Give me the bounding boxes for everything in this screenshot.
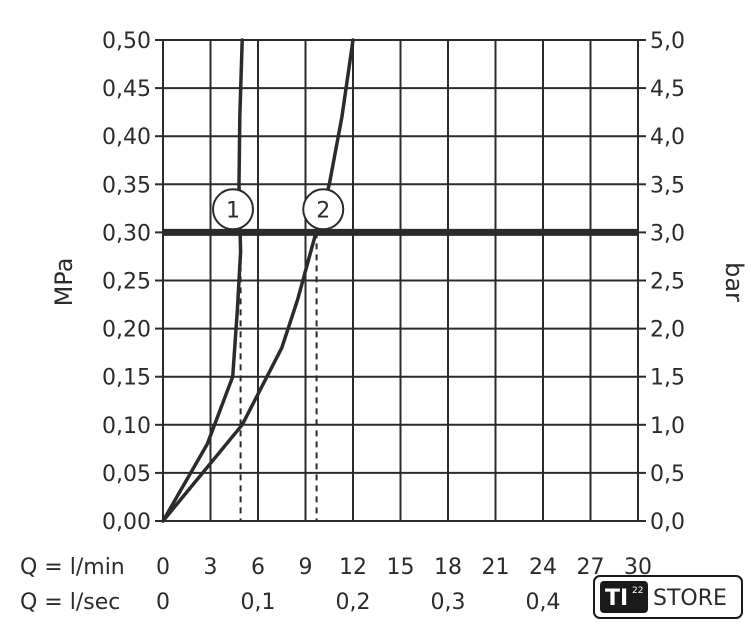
x-row1-tick-label: 24 [529, 555, 557, 580]
plot-border [162, 39, 639, 522]
series-badge-label-2: 2 [316, 198, 330, 223]
watermark-store-text: STORE [653, 586, 727, 611]
x-row1-tick-label: 9 [299, 555, 313, 580]
y-left-tick-label: 0,05 [102, 462, 151, 487]
series-line-2 [161, 38, 355, 523]
x-row2-tick-label: 0,2 [336, 590, 371, 615]
y-left-tick-label: 0,00 [102, 510, 151, 535]
x-row2-tick-label: 0 [156, 590, 170, 615]
plot-frame [162, 39, 639, 522]
y-right-tick-label: 4,0 [650, 125, 685, 150]
y-axis-left-title: MPa [50, 258, 78, 307]
x-row1-label: Q = l/min [20, 555, 125, 580]
y-left-tick-label: 0,20 [102, 318, 151, 343]
y-left-tick-label: 0,10 [102, 414, 151, 439]
x-row1-tick-label: 0 [156, 555, 170, 580]
y-left-tick-label: 0,15 [102, 366, 151, 391]
x-row2-label: Q = l/sec [20, 590, 120, 615]
series-badge-circle-1 [212, 188, 254, 231]
y-right-tick-label: 3,0 [650, 221, 685, 246]
y-right-tick-label: 2,0 [650, 318, 685, 343]
y-axis-right-title: bar [720, 262, 748, 302]
x-row1-tick-label: 21 [482, 555, 510, 580]
x-axis-row-lsec: 0 0,1 0,2 0,3 0,4 [156, 590, 561, 615]
x-row2-tick-label: 0,1 [241, 590, 276, 615]
series-curves [161, 38, 355, 523]
x-row1-tick-label: 15 [387, 555, 415, 580]
y-left-tick-label: 0,35 [102, 173, 151, 198]
series-badge-circle-2 [302, 188, 345, 231]
y-right-tick-label: 3,5 [650, 173, 685, 198]
y-left-tick-label: 0,50 [102, 29, 151, 54]
x-row1-tick-label: 18 [434, 555, 462, 580]
x-row2-tick-label: 0,4 [526, 590, 561, 615]
watermark-logo-sup: 22 [632, 586, 643, 596]
y-right-tick-label: 1,0 [650, 414, 685, 439]
y-left-tick-label: 0,40 [102, 125, 151, 150]
y-axis-right: 0,0 0,5 1,0 1,5 2,0 2,5 3,0 3,5 4,0 4,5 5,0 [650, 29, 685, 535]
x-row2-tick-label: 0,3 [431, 590, 466, 615]
y-axis-left: 0,00 0,05 0,10 0,15 0,20 0,25 0,30 0,35 0,40 0,45… [102, 29, 151, 535]
y-right-tick-label: 0,5 [650, 462, 685, 487]
y-left-tick-label: 0,30 [102, 221, 151, 246]
x-axis-row-lmin: 0 3 6 9 12 15 18 21 24 27 30 [156, 555, 652, 580]
y-right-tick-label: 0,0 [650, 510, 685, 535]
y-left-tick-label: 0,25 [102, 270, 151, 295]
y-right-tick-label: 2,5 [650, 270, 685, 295]
store-watermark: TI 22 STORE [593, 575, 743, 619]
x-row1-tick-label: 3 [204, 555, 218, 580]
watermark-logo-text: TI [605, 586, 628, 611]
series-line-1 [161, 38, 244, 523]
chart-grid [155, 39, 646, 522]
y-right-tick-label: 4,5 [650, 77, 685, 102]
x-row1-tick-label: 12 [339, 555, 367, 580]
y-right-tick-label: 1,5 [650, 366, 685, 391]
series-badge-label-1: 1 [226, 198, 240, 223]
y-right-tick-label: 5,0 [650, 29, 685, 54]
watermark-logo-box [600, 581, 648, 613]
y-left-tick-label: 0,45 [102, 77, 151, 102]
x-row1-tick-label: 6 [251, 555, 265, 580]
